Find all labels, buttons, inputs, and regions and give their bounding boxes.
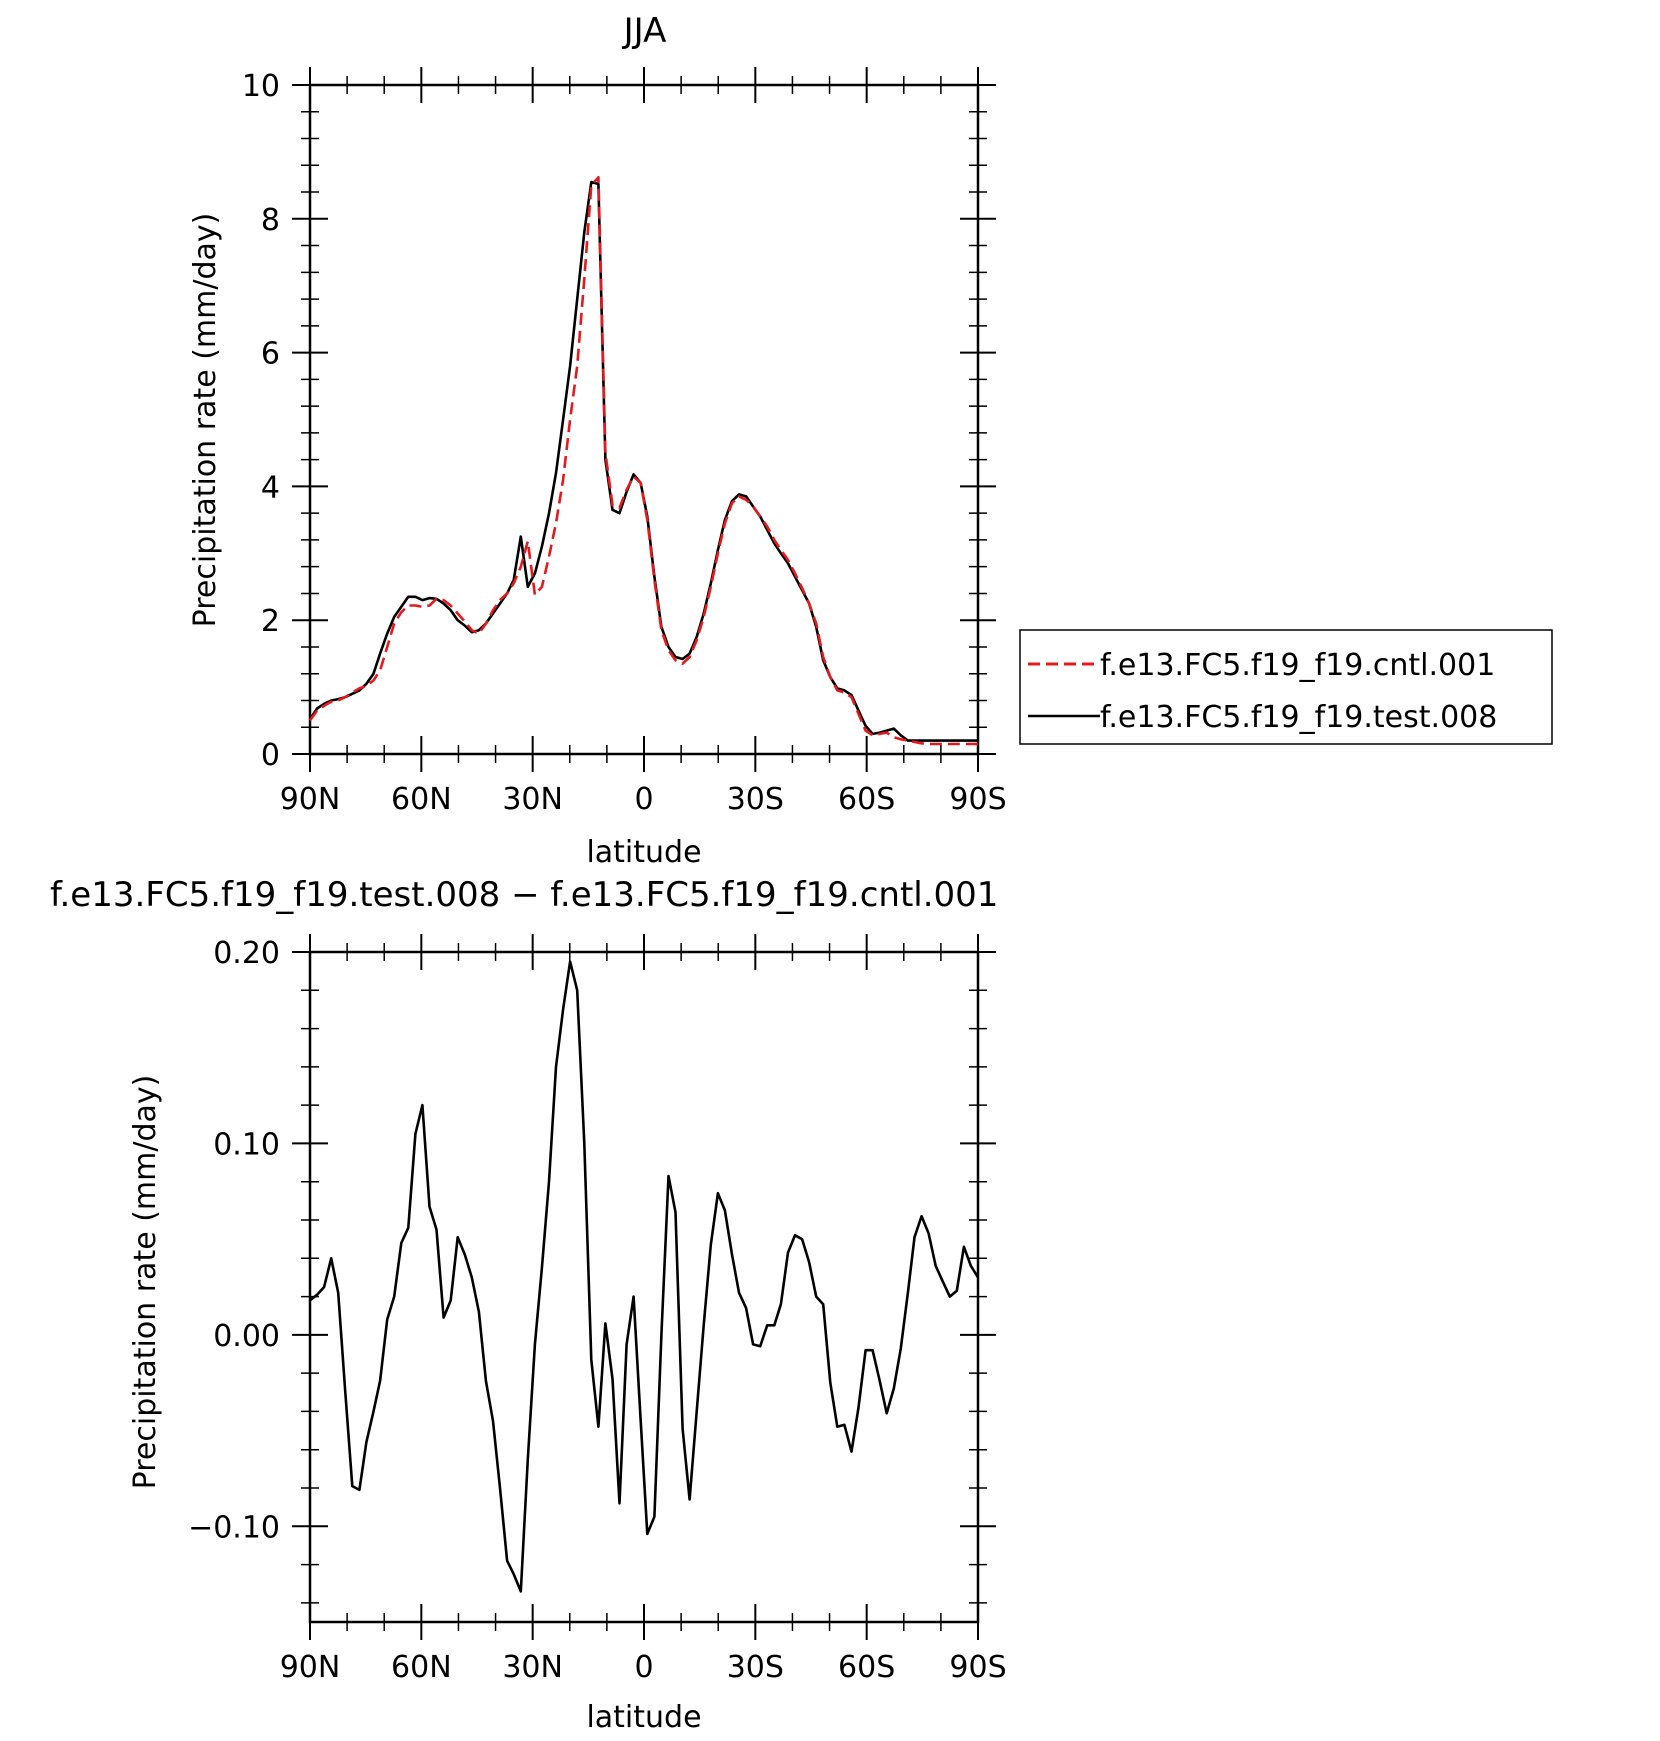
chart-title: f.e13.FC5.f19_f19.test.008 − f.e13.FC5.f… [50,875,998,915]
series-line-0 [309,960,980,1593]
x-tick-labels: 90N 60N 30N 0 30S 60S 90S [280,1650,1007,1685]
y-axis-label: Precipitation rate (mm/day) [188,213,223,628]
series-line-0 [308,176,978,746]
x-tick-label: 60S [838,1650,895,1685]
y-tick-label: 4 [261,470,280,505]
x-axis-label: latitude [586,1700,701,1735]
x-tick-label: 90N [280,782,341,817]
series-group [308,176,978,746]
axis-ticks [292,67,996,772]
y-tick-label: 2 [261,604,280,639]
x-tick-label: 30N [502,1650,563,1685]
x-tick-label: 30S [727,1650,784,1685]
y-tick-label: 0.00 [213,1319,280,1354]
y-tick-label: 6 [261,337,280,372]
axis-ticks [292,934,996,1640]
y-axis-label: Precipitation rate (mm/day) [128,1075,163,1490]
legend-label-test: f.e13.FC5.f19_f19.test.008 [1100,700,1497,735]
x-tick-label: 0 [634,1650,653,1685]
x-tick-label: 90S [949,782,1006,817]
series-group [309,960,980,1593]
x-tick-label: 30S [727,782,784,817]
x-tick-label: 60N [391,782,452,817]
chart-panel-bottom: f.e13.FC5.f19_f19.test.008 − f.e13.FC5.f… [50,875,1007,1735]
x-tick-label: 60S [838,782,895,817]
legend-box [1019,629,1553,745]
y-tick-label: 0.20 [213,936,280,971]
x-tick-labels: 90N 60N 30N 0 30S 60S 90S [280,782,1007,817]
chart-panel-top: JJA 90N 60N 30N 0 30S 60S 90S 0 2 4 6 8 10 latitude… [188,11,1553,870]
legend: f.e13.FC5.f19_f19.cntl.001 f.e13.FC5.f19… [1019,629,1553,745]
y-tick-label: 0.10 [213,1127,280,1162]
y-tick-label: −0.10 [188,1510,280,1545]
x-tick-label: 90S [949,1650,1006,1685]
x-tick-label: 90N [280,1650,341,1685]
plot-frame [308,950,980,1624]
series-line-1 [308,180,978,742]
legend-label-cntl: f.e13.FC5.f19_f19.cntl.001 [1100,648,1495,683]
chart-title: JJA [622,11,667,51]
x-tick-label: 30N [502,782,563,817]
x-tick-label: 60N [391,1650,452,1685]
y-tick-label: 10 [242,69,280,104]
plot-frame [308,83,980,756]
y-tick-label: 0 [261,738,280,773]
x-tick-label: 0 [634,782,653,817]
x-axis-label: latitude [586,835,701,870]
y-tick-labels: −0.10 0.00 0.10 0.20 [188,936,280,1545]
y-tick-label: 8 [261,203,280,238]
y-tick-labels: 0 2 4 6 8 10 [242,69,280,773]
